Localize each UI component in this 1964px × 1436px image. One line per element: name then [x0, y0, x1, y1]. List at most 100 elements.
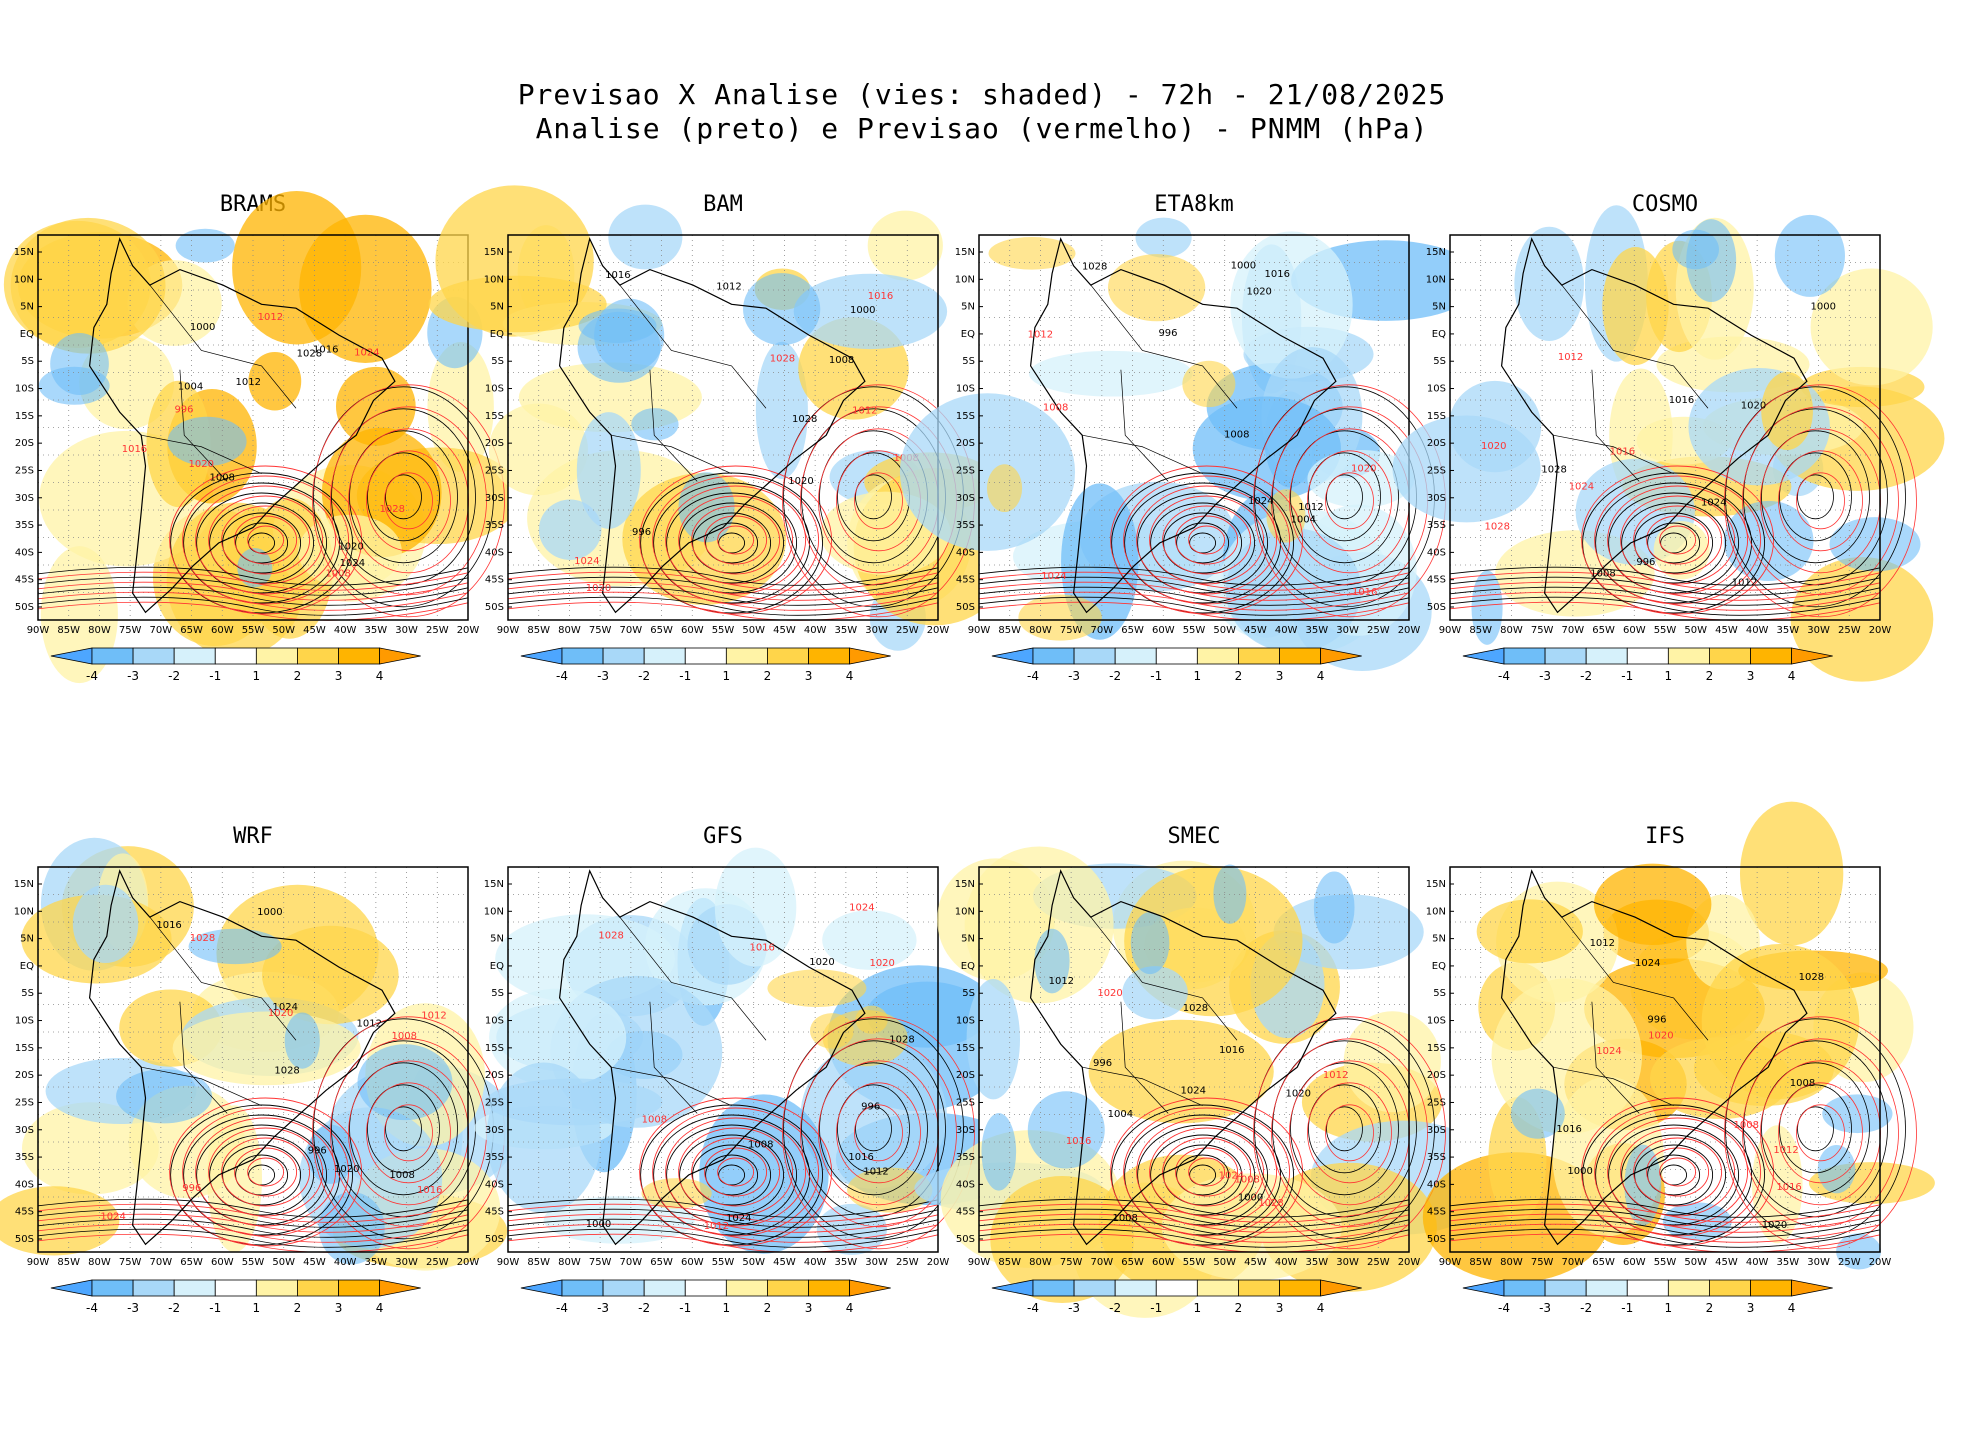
isobar-label-analysis: 1008: [1224, 429, 1249, 440]
isobar-label-analysis: 1020: [788, 476, 813, 487]
lon-tick-label: 90W: [497, 1257, 520, 1268]
isobar-label-forecast: 1020: [1351, 463, 1376, 474]
colorbar-tick-label: 4: [1788, 669, 1796, 683]
lat-tick-label: 15N: [1426, 879, 1446, 890]
lat-tick-label: 25S: [956, 465, 975, 476]
colorbar-tick-label: -1: [209, 669, 221, 683]
isobar-label-analysis: 1020: [338, 541, 363, 552]
colorbar-tick-label: -1: [209, 1301, 221, 1315]
lon-tick-label: 30W: [395, 1257, 418, 1268]
colorbar-tick-label: 2: [1235, 1301, 1243, 1315]
lon-tick-label: 65W: [650, 1257, 673, 1268]
colorbar-tick-label: -3: [127, 1301, 139, 1315]
lon-tick-label: 90W: [497, 625, 520, 636]
colorbar-tick-label: -4: [1027, 1301, 1039, 1315]
colorbar-tick-label: -2: [1109, 1301, 1121, 1315]
panel-bam: BAM 1012 1016 1020 1028 996 1000 1008 1016 1020 10…: [428, 185, 1016, 690]
isobars: [37, 384, 505, 621]
lat-tick-label: 20S: [15, 438, 34, 449]
lon-tick-label: 55W: [712, 625, 735, 636]
isobar-label-analysis: 1004: [1108, 1109, 1133, 1120]
map-plot: 1012101610201024102899610001004100810121…: [914, 846, 1498, 1318]
colorbar-tick-label: -4: [556, 1301, 568, 1315]
lat-tick-label: 40S: [485, 1179, 504, 1190]
isobar-label-forecast: 1024: [100, 1211, 125, 1222]
chart-title-line1: Previsao X Analise (vies: shaded) - 72h …: [517, 78, 1447, 111]
isobar-label-forecast: 1016: [417, 1185, 442, 1196]
map-frame: [978, 866, 1410, 1253]
lon-tick-label: 75W: [589, 625, 612, 636]
lat-tick-label: 15N: [484, 879, 504, 890]
lat-tick-label: 25S: [1427, 465, 1446, 476]
isobar-label-analysis: 1020: [1741, 400, 1766, 411]
lon-tick-label: 25W: [426, 1257, 449, 1268]
coastline: [558, 869, 866, 1246]
lon-tick-label: 60W: [211, 1257, 234, 1268]
lat-tick-label: 35S: [1427, 1152, 1446, 1163]
isobar-label-forecast: 1020: [268, 1008, 293, 1019]
lat-tick-label: 45S: [485, 1207, 504, 1218]
lat-tick-label: 10N: [484, 906, 504, 917]
lon-tick-label: 25W: [426, 625, 449, 636]
lon-tick-label: 45W: [303, 1257, 326, 1268]
lat-tick-label: 10S: [956, 1016, 975, 1027]
colorbar-tick-label: 1: [723, 1301, 731, 1315]
colorbar-tick-label: -3: [597, 1301, 609, 1315]
colorbar: -4 -3 -2 -1 1 2 3 4: [991, 1279, 1362, 1315]
isobar-label-analysis: 1020: [1762, 1220, 1787, 1231]
map-frame: [978, 234, 1410, 621]
lon-tick-label: 65W: [180, 625, 203, 636]
lat-tick-label: 25S: [485, 1097, 504, 1108]
lat-tick-label: EQ: [490, 961, 504, 972]
lon-tick-label: 45W: [1244, 625, 1267, 636]
lon-tick-label: 30W: [1807, 1257, 1830, 1268]
colorbar-tick-label: 3: [805, 1301, 813, 1315]
colorbar-tick-label: 3: [1747, 1301, 1755, 1315]
lat-tick-label: 30S: [956, 1125, 975, 1136]
lon-tick-label: 45W: [303, 625, 326, 636]
isobar-label-forecast: 1024: [1041, 571, 1066, 582]
lon-tick-label: 30W: [1807, 625, 1830, 636]
isobar-label-analysis: 1016: [1556, 1124, 1581, 1135]
lon-tick-label: 70W: [620, 1257, 643, 1268]
lon-tick-label: 60W: [1623, 1257, 1646, 1268]
lat-tick-label: 30S: [1427, 493, 1446, 504]
isobar-label-analysis: 1028: [1541, 465, 1566, 476]
isobar-label-analysis: 1028: [274, 1065, 299, 1076]
lat-tick-label: EQ: [961, 961, 975, 972]
isobar-label-forecast: 1016: [749, 942, 774, 953]
colorbar-tick-label: 1: [1665, 1301, 1673, 1315]
isobar-label-analysis: 996: [861, 1102, 880, 1113]
colorbar-tick-label: -4: [1498, 669, 1510, 683]
lon-tick-label: 85W: [1469, 1257, 1492, 1268]
lat-tick-label: 50S: [956, 602, 975, 613]
lat-tick-label: 15S: [485, 411, 504, 422]
lon-tick-label: 70W: [620, 625, 643, 636]
lat-tick-label: 35S: [956, 520, 975, 531]
isobar-label-analysis: 1008: [389, 1170, 414, 1181]
grid-lines: [508, 235, 938, 620]
isobars: [1449, 1016, 1917, 1253]
isobar-label-analysis: 1012: [716, 281, 741, 292]
isobar-label-forecast: 1008: [1043, 403, 1068, 414]
isobar-label-analysis: 1024: [1701, 498, 1726, 509]
colorbar-tick-label: 1: [253, 669, 261, 683]
isobar-label-analysis: 1020: [334, 1164, 359, 1175]
colorbar-tick-label: -2: [1109, 669, 1121, 683]
lon-tick-label: 45W: [773, 1257, 796, 1268]
colorbar-tick-label: -2: [168, 1301, 180, 1315]
panel-ifs: IFS 1016 1012 1020 1024 1028 996 1000 1008 1012 10…: [1422, 801, 1935, 1322]
lat-tick-label: 50S: [15, 1234, 34, 1245]
lon-tick-label: 55W: [1183, 625, 1206, 636]
lon-tick-label: 90W: [27, 1257, 50, 1268]
lat-tick-label: 5S: [21, 988, 34, 999]
isobar-label-analysis: 1016: [848, 1152, 873, 1163]
colorbar-tick-label: -1: [679, 669, 691, 683]
axis-labels: 15N 10N 5N EQ 5S 10S 15S 20S 25S 30S 35S 40S 45S 50S 9…: [14, 879, 480, 1268]
lat-tick-label: 50S: [15, 602, 34, 613]
isobars: [507, 384, 975, 621]
colorbar-tick-label: 4: [376, 669, 384, 683]
lon-tick-label: 60W: [211, 625, 234, 636]
coastline: [558, 237, 866, 614]
colorbar-tick-label: -1: [1621, 669, 1633, 683]
